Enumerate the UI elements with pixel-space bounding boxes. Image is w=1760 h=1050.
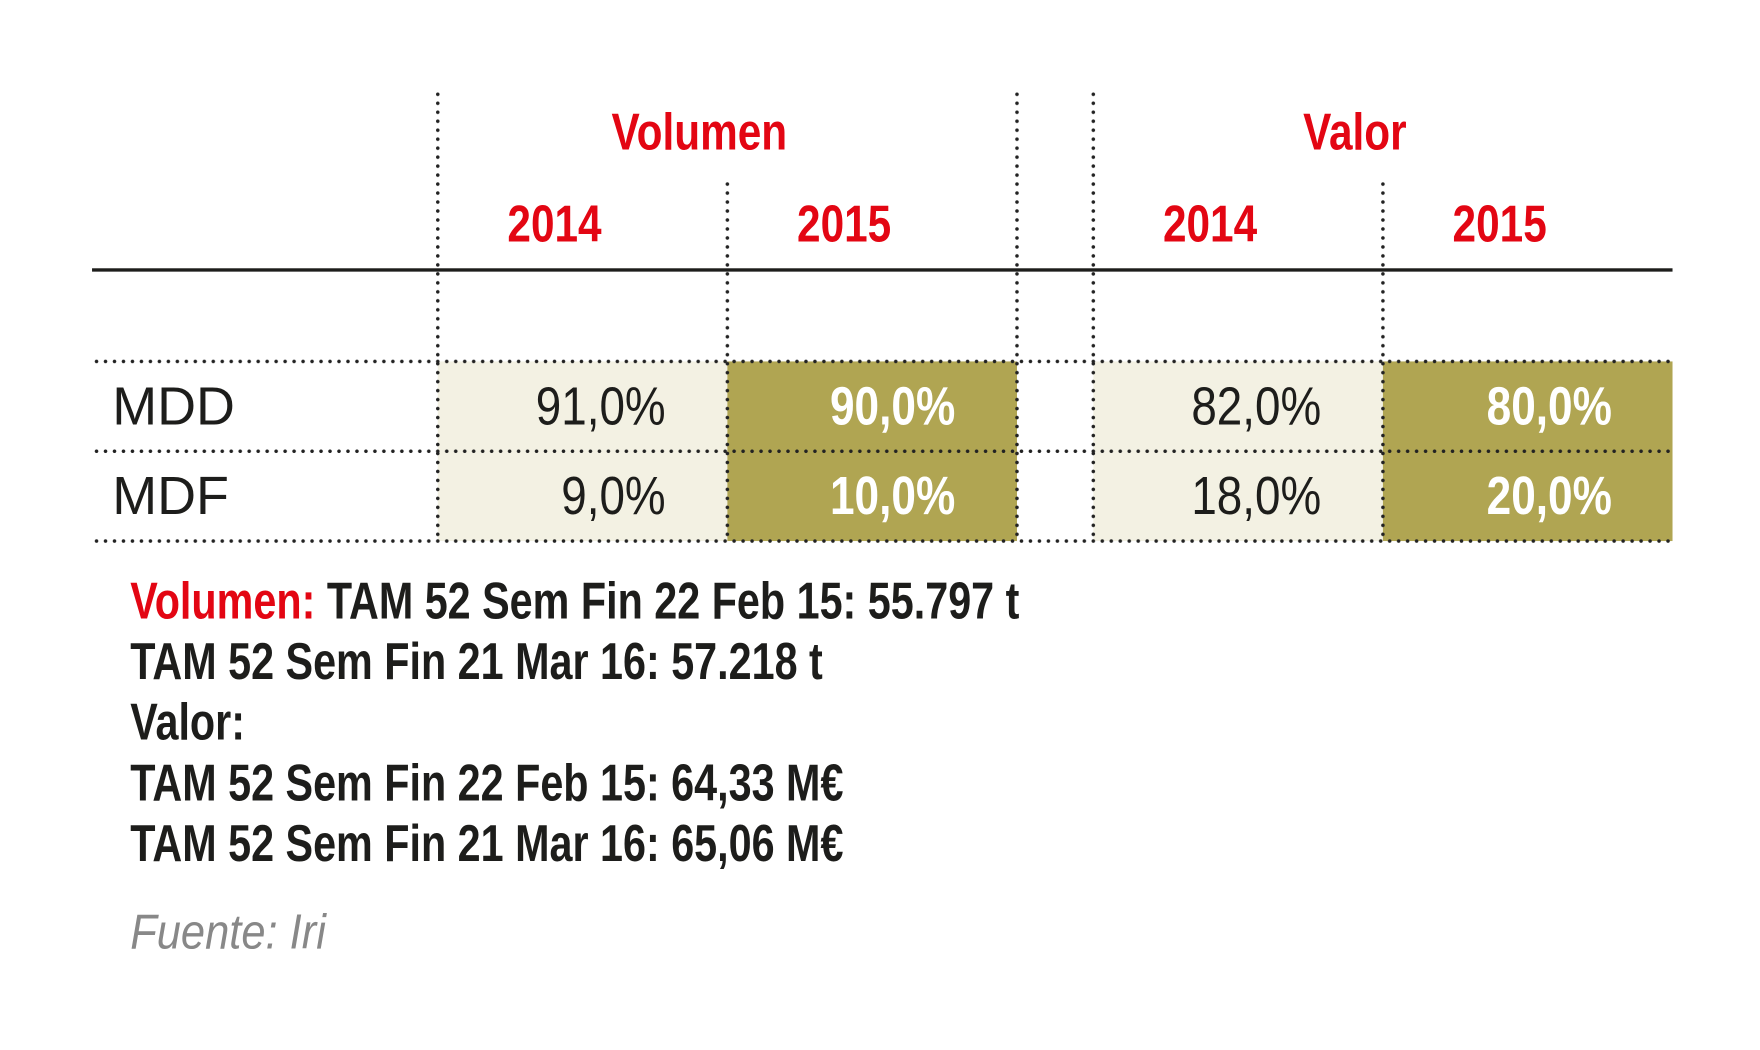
value-cell: 82,0%: [1191, 377, 1322, 437]
group-header-volumen: Volumen: [611, 102, 788, 161]
note-text: TAM 52 Sem Fin 21 Mar 16: 65,06 M€: [130, 813, 844, 873]
year-header: 2015: [1452, 194, 1547, 253]
year-header: 2014: [507, 194, 602, 253]
year-header: 2014: [1162, 194, 1258, 253]
row-divider: [92, 359, 1673, 364]
divider: [435, 89, 441, 542]
row-label-mdd: MDD: [112, 377, 235, 437]
note-volumen-label: Volumen:: [130, 571, 316, 630]
value-cell: 9,0%: [561, 466, 666, 527]
note-text: TAM 52 Sem Fin 21 Mar 16: 57.218 t: [130, 631, 823, 691]
note-valor-label: Valor:: [130, 692, 245, 751]
group-header-valor: Valor: [1303, 102, 1407, 161]
value-cell: 18,0%: [1191, 466, 1322, 527]
value-cell: 91,0%: [535, 377, 666, 437]
row-divider: [92, 538, 1673, 544]
row-label-mdf: MDF: [112, 466, 229, 527]
year-header: 2015: [797, 194, 892, 253]
value-cell: 80,0%: [1486, 377, 1612, 437]
value-cell: 10,0%: [829, 466, 956, 527]
divider: [1014, 89, 1020, 542]
note-volumen: Volumen: TAM 52 Sem Fin 22 Feb 15: 55.79…: [130, 575, 1019, 627]
note-text: TAM 52 Sem Fin 22 Feb 15: 64,33 M€: [130, 753, 844, 812]
note-text: TAM 52 Sem Fin 22 Feb 15: 55.797 t: [326, 571, 1020, 630]
value-cell: 90,0%: [829, 377, 956, 437]
row-divider: [92, 448, 1673, 454]
source-credit: Fuente: Iri: [130, 904, 326, 960]
value-cell: 20,0%: [1486, 466, 1612, 527]
divider: [1091, 89, 1096, 542]
header-rule: [92, 268, 1673, 272]
